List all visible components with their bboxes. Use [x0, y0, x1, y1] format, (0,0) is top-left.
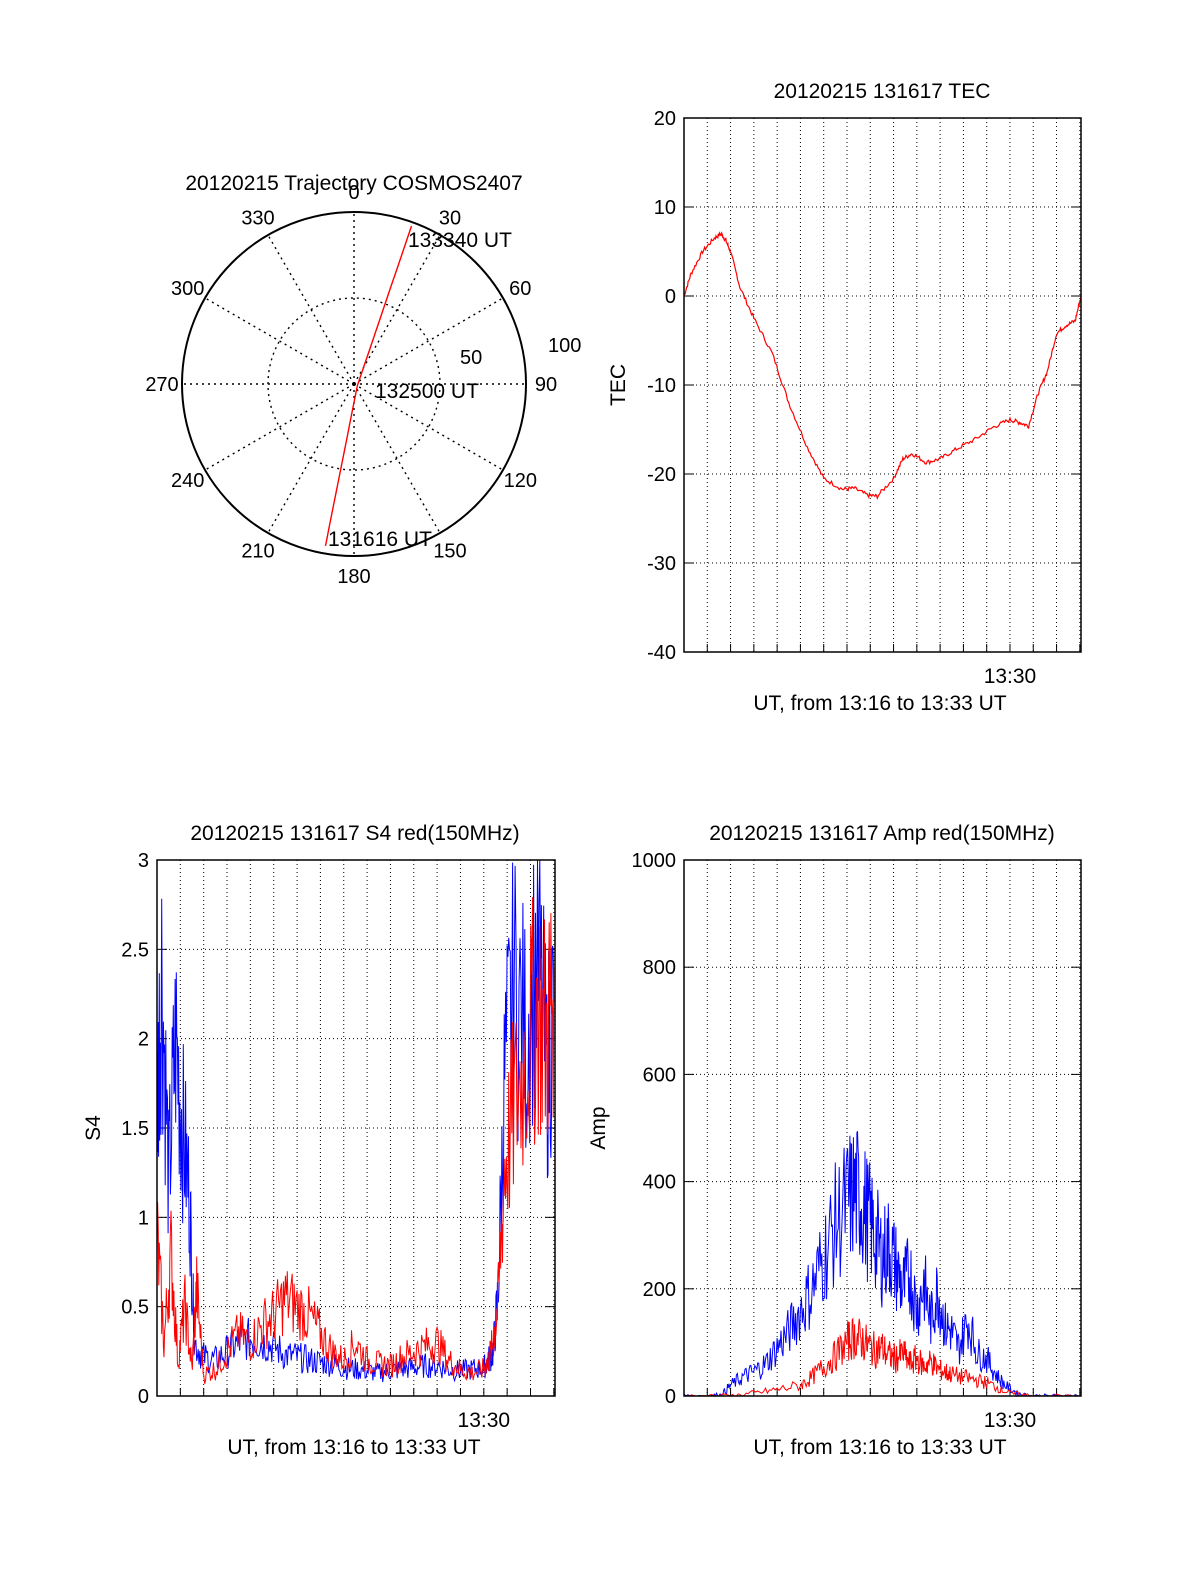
- s4-series-blue: [156, 859, 555, 1383]
- polar-spoke: [267, 234, 355, 385]
- polar-outer-ring: [181, 211, 527, 557]
- tec-y-tick-labels: 20 10 0 -10 -20 -30 -40: [647, 108, 676, 664]
- amp-y-axis-label: Amp: [587, 1106, 610, 1149]
- polar-angle-label: 0: [348, 182, 359, 204]
- polar-spoke: [267, 383, 355, 534]
- amp-title: 20120215 131617 Amp red(150MHz): [709, 822, 1055, 845]
- track-label-end: 133340 UT: [408, 229, 512, 252]
- polar-angle-label: 30: [439, 208, 461, 230]
- amp-plot: 20120215 131617 Amp red(150MHz) 1000 800 6…: [587, 822, 1082, 1459]
- amp-y-tick-label: 600: [643, 1064, 676, 1086]
- polar-spoke: [204, 297, 355, 385]
- polar-angle-label: 210: [241, 540, 274, 562]
- polar-grid: [182, 212, 526, 556]
- s4-y-tick-label: 3: [138, 850, 149, 872]
- amp-y-tick-label: 200: [643, 1279, 676, 1301]
- s4-title: 20120215 131617 S4 red(150MHz): [190, 822, 519, 845]
- polar-spoke: [353, 383, 504, 471]
- tec-y-tick-label: -40: [647, 642, 676, 664]
- s4-y-tick-labels: 3 2.5 2 1.5 1 0.5 0: [121, 850, 149, 1408]
- amp-y-tick-label: 1000: [632, 850, 677, 872]
- tec-y-tick-label: 0: [665, 286, 676, 308]
- s4-y-tick-label: 1.5: [121, 1118, 149, 1140]
- s4-x-tick-labels: 13:30: [458, 1409, 511, 1432]
- s4-y-tick-label: 2: [138, 1029, 149, 1051]
- track-label-start: 131616 UT: [328, 528, 432, 551]
- tec-title: 20120215 131617 TEC: [774, 80, 991, 103]
- s4-y-tick-label: 0: [138, 1386, 149, 1408]
- tec-x-tick-label: 13:30: [984, 665, 1037, 688]
- s4-x-tick-label: 13:30: [458, 1409, 511, 1432]
- s4-axes-frame: [156, 859, 556, 1397]
- amp-series-blue: [683, 1131, 1080, 1398]
- polar-angle-label: 90: [535, 374, 557, 396]
- polar-spoke: [204, 383, 355, 471]
- tec-series-red: [683, 230, 1082, 500]
- s4-plot: 20120215 131617 S4 red(150MHz) 3 2.5 2 1.5 1…: [82, 822, 556, 1459]
- tec-x-axis-label: UT, from 13:16 to 13:33 UT: [753, 692, 1006, 715]
- polar-angle-label: 120: [504, 470, 537, 492]
- s4-x-axis-label: UT, from 13:16 to 13:33 UT: [227, 1436, 480, 1459]
- tec-y-tick-label: 10: [654, 197, 676, 219]
- tec-series: [683, 230, 1082, 500]
- amp-x-tick-labels: 13:30: [984, 1409, 1037, 1432]
- polar-radius-label-50: 50: [460, 347, 482, 369]
- polar-title: 20120215 Trajectory COSMOS2407: [185, 172, 522, 195]
- track-label-mid: 132500 UT: [375, 380, 479, 403]
- s4-y-tick-label: 2.5: [121, 939, 149, 961]
- polar-angle-labels: 0 30 60 90 120 150 180 210 240 270 300 330: [145, 182, 557, 588]
- tec-plot: 20120215 131617 TEC 20 10 0 -10 -20 -30 -40 13…: [607, 80, 1082, 715]
- amp-series-red: [684, 1317, 1080, 1397]
- tec-y-tick-label: -10: [647, 375, 676, 397]
- s4-y-tick-label: 1: [138, 1207, 149, 1229]
- polar-angle-label: 150: [433, 540, 466, 562]
- polar-angle-label: 270: [145, 374, 178, 396]
- amp-x-tick-label: 13:30: [984, 1409, 1037, 1432]
- tec-y-axis-label: TEC: [607, 364, 630, 406]
- amp-grid: [684, 859, 1081, 1397]
- s4-series: [156, 859, 555, 1384]
- s4-grid: [157, 859, 555, 1397]
- trajectory-track-line: [324, 225, 413, 547]
- polar-angle-label: 240: [171, 470, 204, 492]
- s4-series-red: [156, 896, 555, 1384]
- s4-y-tick-label: 0.5: [121, 1297, 149, 1319]
- s4-y-axis-label: S4: [82, 1115, 105, 1141]
- polar-angle-label: 300: [171, 278, 204, 300]
- amp-axes-frame: [683, 859, 1082, 1397]
- tec-y-tick-label: 20: [654, 108, 676, 130]
- amp-x-axis-label: UT, from 13:16 to 13:33 UT: [753, 1436, 1006, 1459]
- polar-angle-label: 60: [509, 278, 531, 300]
- amp-y-tick-label: 400: [643, 1172, 676, 1194]
- polar-spoke: [353, 234, 441, 385]
- polar-spoke: [353, 383, 441, 534]
- tec-x-tick-labels: 13:30: [984, 665, 1037, 688]
- amp-series: [683, 1131, 1080, 1398]
- tec-y-tick-label: -30: [647, 553, 676, 575]
- trajectory-polar-plot: 20120215 Trajectory COSMOS2407 0 30 60 90 12…: [145, 172, 581, 588]
- amp-y-tick-label: 800: [643, 957, 676, 979]
- amp-y-tick-label: 0: [665, 1386, 676, 1408]
- tec-y-tick-label: -20: [647, 464, 676, 486]
- amp-y-tick-labels: 1000 800 600 400 200 0: [632, 850, 677, 1408]
- polar-angle-label: 330: [241, 208, 274, 230]
- tec-grid: [684, 117, 1081, 653]
- polar-angle-label: 180: [337, 566, 370, 588]
- polar-spoke: [353, 297, 504, 385]
- tec-axes-frame: [683, 117, 1082, 653]
- polar-radius-label-100: 100: [548, 335, 581, 357]
